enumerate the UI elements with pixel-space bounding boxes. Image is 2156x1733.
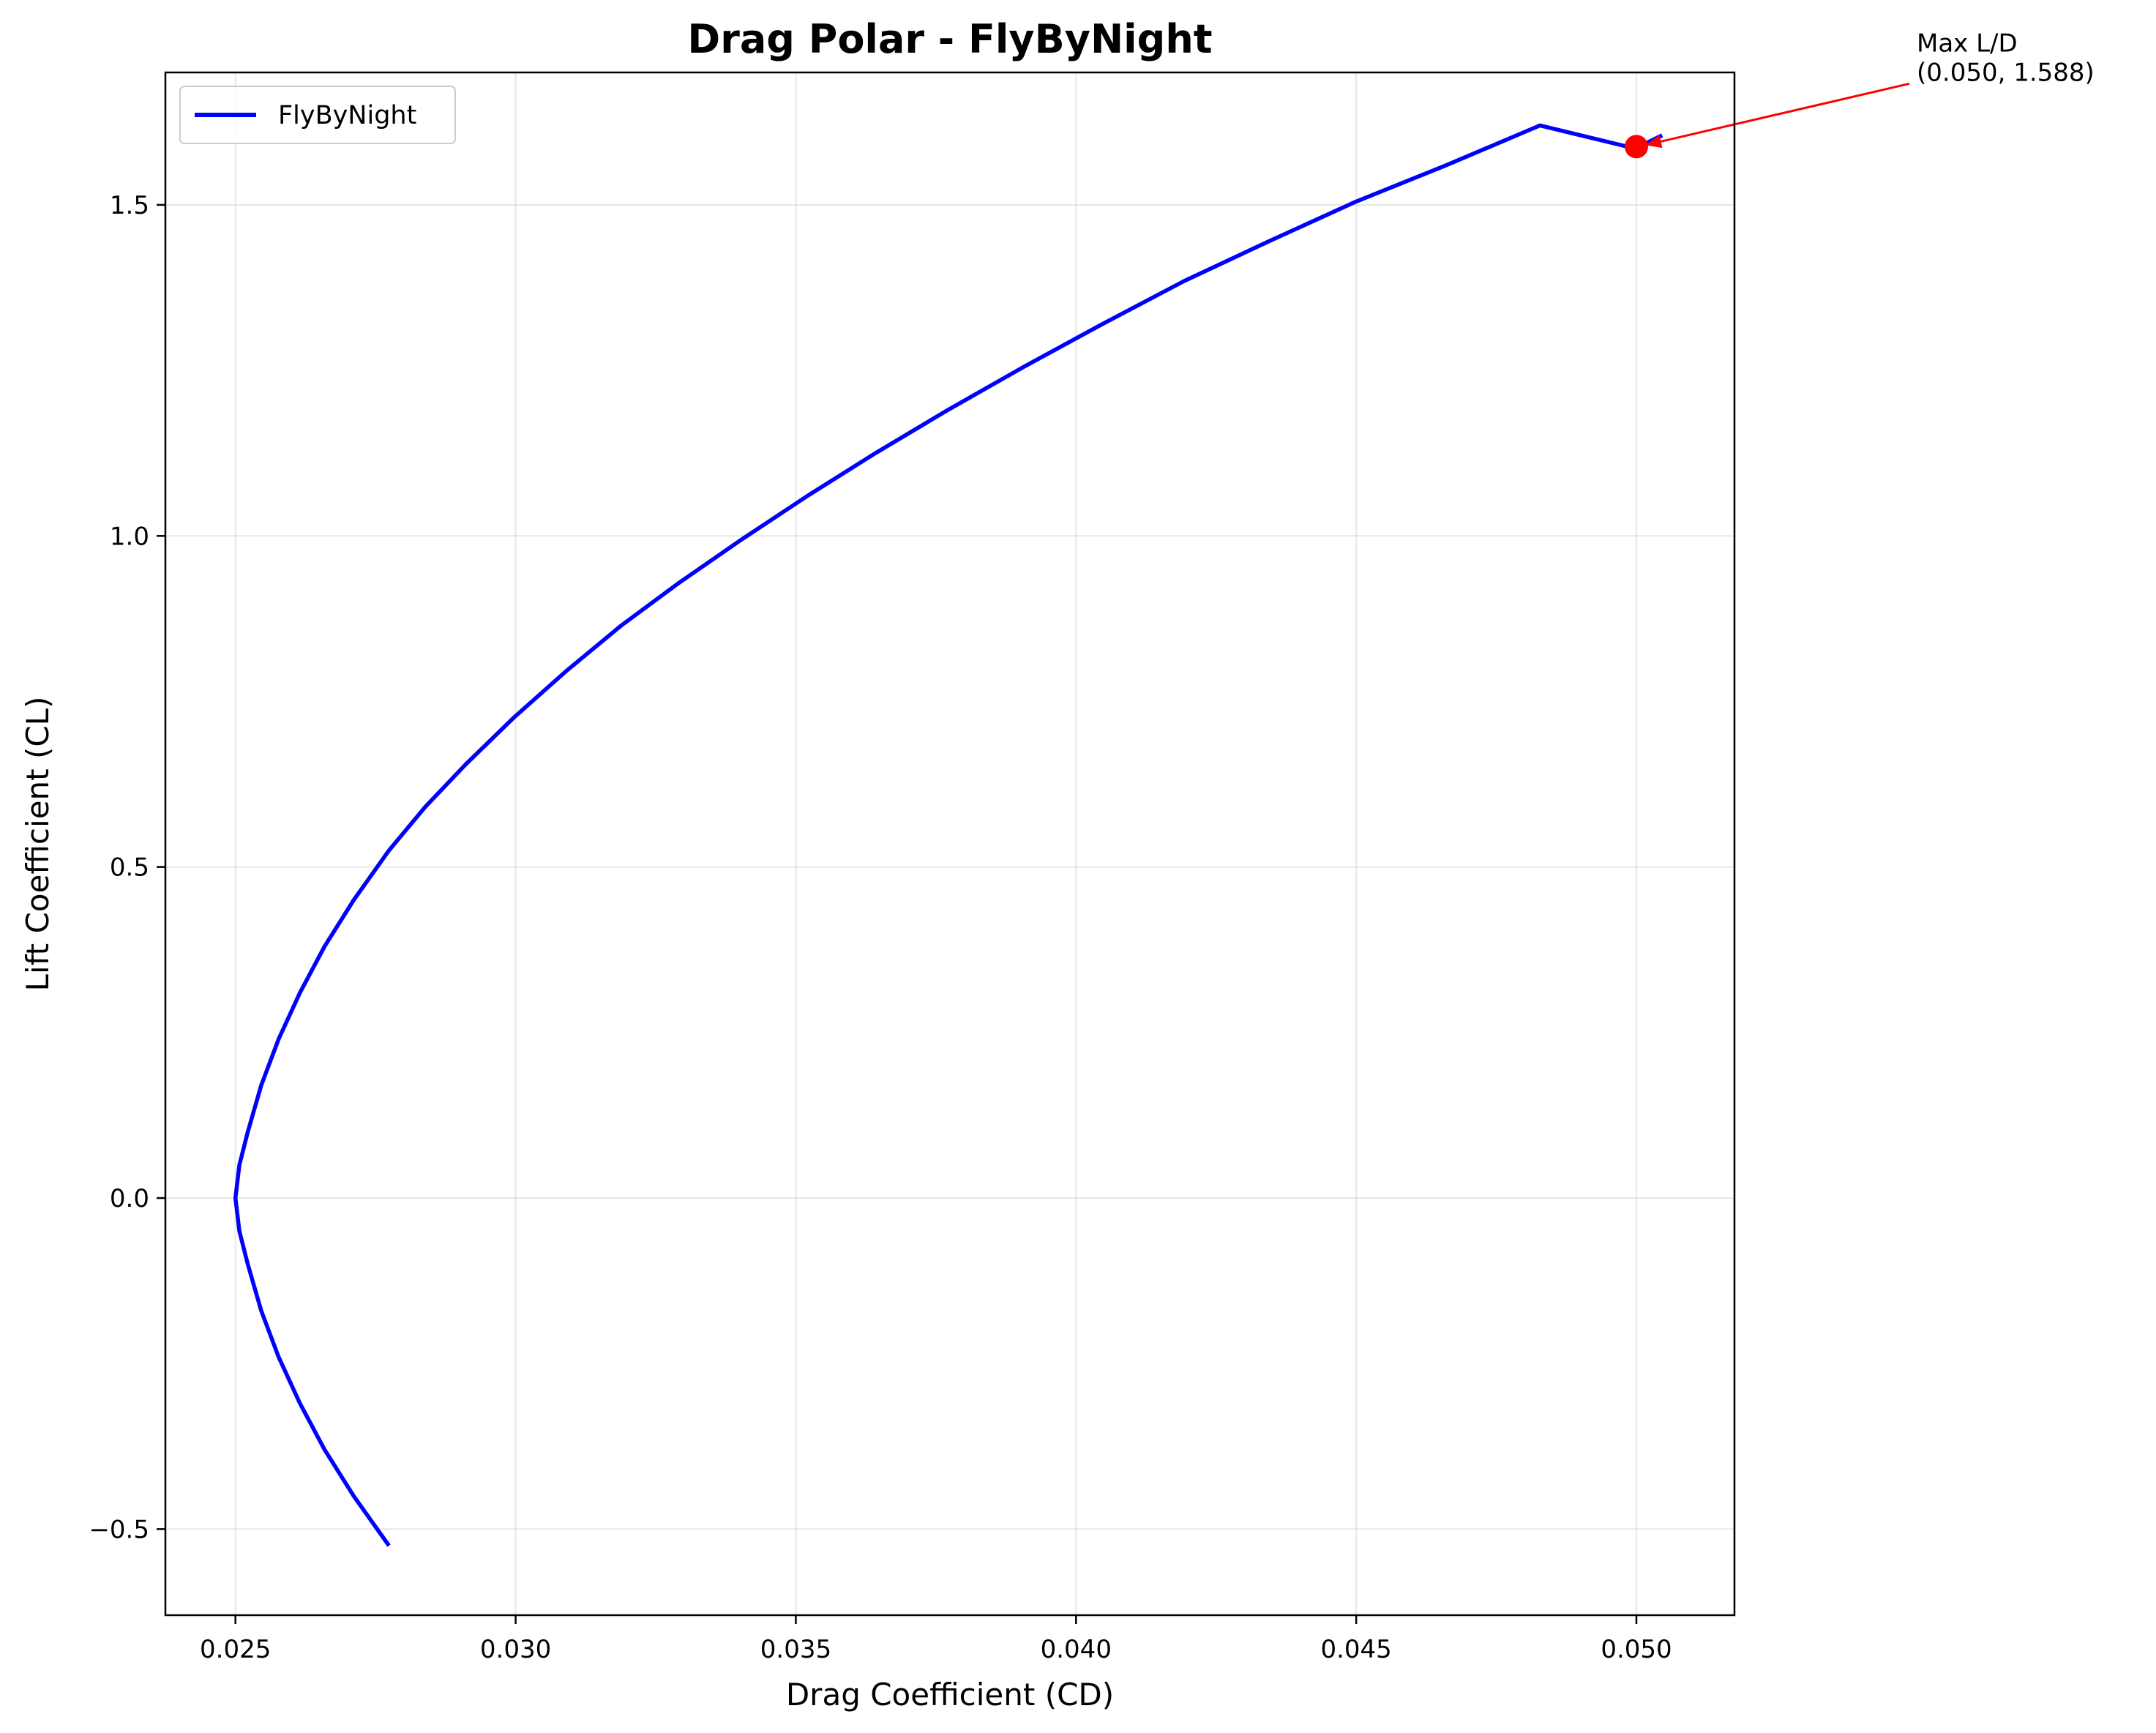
x-tick-label: 0.030 xyxy=(480,1635,551,1664)
y-tick-label: 1.0 xyxy=(110,522,149,551)
annotation-arrow xyxy=(1644,82,1910,146)
annotation-arrowhead xyxy=(1645,135,1663,149)
legend-label-flybynight: FlyByNight xyxy=(278,101,416,130)
legend-box xyxy=(179,86,456,144)
series-line-flybynight xyxy=(233,123,1663,1547)
ticks: 0.025 0.030 0.035 0.040 0.045 0.050 −0.5 0.0 0.5… xyxy=(89,191,1672,1664)
y-axis-label: Lift Coefficient (CL) xyxy=(20,697,56,992)
grid xyxy=(165,72,1734,1615)
chart-title: Drag Polar - FlyByNight xyxy=(687,16,1212,62)
x-axis-label: Drag Coefficient (CD) xyxy=(786,1677,1114,1713)
x-tick-label: 0.040 xyxy=(1041,1635,1112,1664)
annotation-layer: Max L/D(0.050, 1.588) xyxy=(1625,29,2095,159)
y-tick-label: 0.5 xyxy=(110,853,149,883)
y-tick-label: −0.5 xyxy=(89,1515,149,1544)
x-tick-label: 0.025 xyxy=(200,1635,271,1664)
plot-frame xyxy=(164,71,1736,1617)
x-tick-label: 0.045 xyxy=(1320,1635,1391,1664)
y-tick-label: 1.5 xyxy=(110,191,149,220)
y-tick-label: 0.0 xyxy=(110,1184,149,1213)
legend: FlyByNight xyxy=(179,86,456,144)
max-ld-marker xyxy=(1625,135,1648,159)
series-layer xyxy=(233,123,1663,1547)
x-tick-label: 0.050 xyxy=(1601,1635,1672,1664)
annotation-label-value: (0.050, 1.588) xyxy=(1917,58,2095,87)
annotation-label-title: Max L/D xyxy=(1917,29,2018,58)
x-tick-label: 0.035 xyxy=(760,1635,831,1664)
